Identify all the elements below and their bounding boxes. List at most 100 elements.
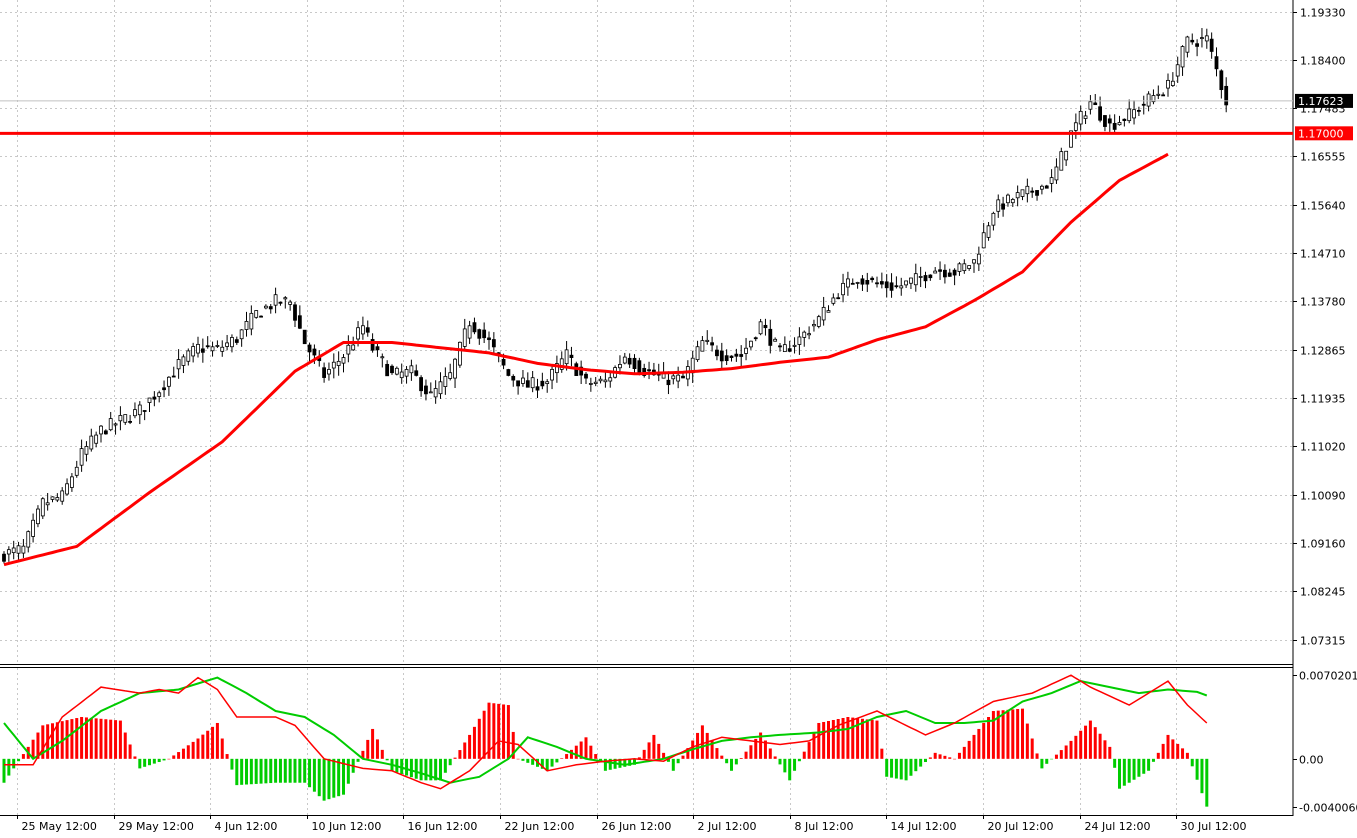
candle-body	[128, 420, 133, 423]
candle-body	[1190, 39, 1195, 43]
histogram-bar	[560, 758, 564, 759]
y-tick-label: 1.07315	[1300, 635, 1346, 648]
histogram-bar	[628, 758, 632, 766]
histogram-bar	[715, 748, 719, 759]
candle-body	[603, 379, 608, 383]
histogram-bar	[725, 758, 729, 764]
candle-body	[632, 357, 637, 370]
candle-body	[118, 415, 123, 422]
candle-body	[666, 379, 671, 386]
histogram-bar	[346, 758, 350, 784]
candle-body	[152, 396, 157, 400]
candle-body	[482, 329, 487, 339]
histogram-bar	[1084, 725, 1088, 759]
histogram-bar	[603, 758, 607, 771]
histogram-bar	[94, 718, 98, 759]
candle-body	[773, 338, 778, 342]
y-tick-label: 1.12865	[1300, 345, 1346, 358]
candle-body	[433, 388, 438, 398]
histogram-bar	[434, 758, 438, 781]
candle-body	[462, 328, 467, 347]
histogram-bar	[385, 758, 389, 761]
candle-body	[341, 357, 346, 364]
histogram-bar	[880, 748, 884, 759]
candle-body	[1180, 46, 1185, 68]
histogram-bar	[448, 758, 452, 766]
histogram-bar	[962, 746, 966, 759]
histogram-bar	[1181, 748, 1185, 759]
histogram-bar	[938, 754, 942, 759]
x-tick-label: 2 Jul 12:00	[698, 820, 757, 833]
histogram-bar	[1093, 727, 1097, 759]
histogram-bar	[1127, 758, 1131, 783]
current-price-tag	[1295, 93, 1353, 108]
candle-body	[918, 276, 923, 278]
histogram-bar	[230, 758, 234, 770]
candle-body	[443, 376, 448, 387]
histogram-bar	[468, 734, 472, 759]
candle-body	[584, 373, 588, 379]
candle-body	[181, 356, 186, 366]
candle-body	[1146, 93, 1151, 107]
candle-body	[850, 282, 855, 285]
histogram-bar	[996, 710, 1000, 759]
histogram-bar	[778, 758, 782, 765]
x-tick-label: 24 Jul 12:00	[1085, 820, 1151, 833]
candle-body	[947, 272, 952, 277]
histogram-bar	[1069, 740, 1073, 759]
candle-body	[166, 376, 171, 387]
histogram-bar	[274, 758, 278, 783]
candle-body	[506, 369, 511, 376]
histogram-bar	[671, 758, 675, 771]
histogram-bar	[308, 758, 312, 788]
histogram-bar	[298, 758, 302, 783]
moving-average-line	[3, 152, 1169, 567]
histogram-bar	[797, 758, 801, 762]
candle-body	[438, 381, 443, 395]
candle-body	[147, 397, 152, 403]
histogram-bar	[807, 742, 811, 759]
x-tick-label: 22 Jun 12:00	[505, 820, 575, 833]
histogram-bar	[550, 758, 554, 767]
candle-body	[331, 361, 336, 369]
histogram-bar	[623, 758, 627, 767]
candle-body	[200, 348, 205, 353]
histogram-bar	[739, 758, 743, 759]
candle-body	[1112, 122, 1117, 130]
candle-body	[428, 391, 433, 394]
histogram-bar	[7, 758, 11, 776]
histogram-bar	[1054, 754, 1058, 759]
histogram-bar	[885, 758, 889, 777]
histogram-bar	[172, 755, 176, 759]
histogram-bar	[472, 726, 476, 759]
candle-body	[710, 342, 714, 346]
histogram-bar	[162, 758, 166, 761]
histogram-bar	[763, 740, 767, 759]
candle-body	[763, 324, 768, 329]
histogram-bar	[1161, 743, 1165, 759]
candle-body	[894, 285, 899, 288]
candle-body	[31, 519, 36, 537]
candle-body	[1166, 79, 1170, 89]
histogram-bar	[584, 737, 588, 759]
histogram-bar	[443, 758, 447, 773]
candle-body	[404, 369, 409, 377]
candle-body	[370, 339, 375, 351]
candle-body	[1141, 103, 1146, 106]
candle-body	[1064, 150, 1069, 161]
candle-body	[230, 337, 234, 348]
candle-body	[1132, 109, 1136, 119]
current-price-label: 1.17623	[1298, 95, 1344, 108]
histogram-bar	[1166, 734, 1170, 759]
histogram-bar	[2, 758, 6, 783]
histogram-bar	[846, 717, 850, 759]
candle-body	[307, 344, 312, 353]
histogram-bar	[1011, 709, 1015, 759]
histogram-bar	[1118, 758, 1121, 789]
candle-body	[608, 377, 613, 382]
candle-body	[457, 341, 462, 366]
y-tick-label: 1.09160	[1300, 538, 1346, 551]
histogram-bar	[836, 718, 840, 759]
